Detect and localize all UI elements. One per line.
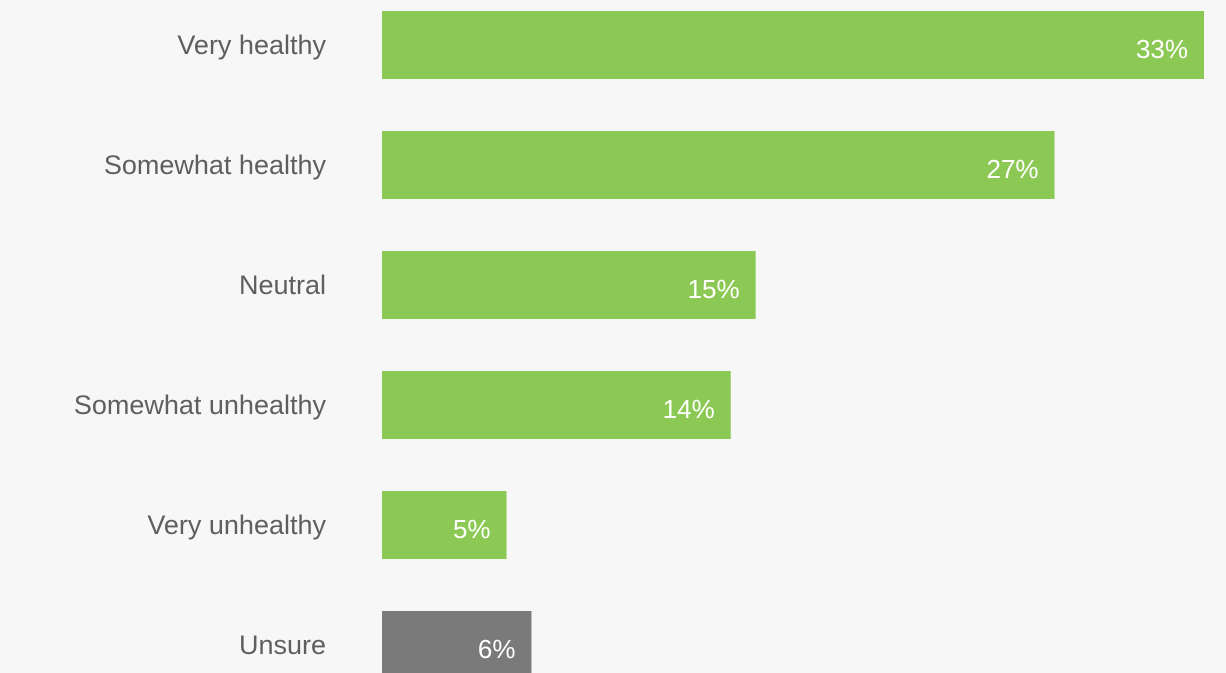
bar-4 [382, 491, 507, 559]
bar-3 [382, 371, 731, 439]
category-label: Very healthy [177, 30, 326, 60]
category-label: Somewhat unhealthy [74, 390, 327, 420]
value-label: 6% [478, 634, 516, 664]
category-label: Somewhat healthy [104, 150, 327, 180]
bar-2 [382, 251, 756, 319]
value-label: 14% [663, 394, 715, 424]
value-label: 5% [453, 514, 491, 544]
value-label: 27% [986, 154, 1038, 184]
bar-5 [382, 611, 532, 673]
category-label: Very unhealthy [147, 510, 326, 540]
bars-group: Very healthy 33% Somewhat healthy 27% Neutra… [74, 11, 1204, 673]
bar-0 [382, 11, 1204, 79]
category-label: Unsure [239, 630, 326, 660]
bar-1 [382, 131, 1055, 199]
value-label: 15% [688, 274, 740, 304]
value-label: 33% [1136, 34, 1188, 64]
category-label: Neutral [239, 270, 326, 300]
